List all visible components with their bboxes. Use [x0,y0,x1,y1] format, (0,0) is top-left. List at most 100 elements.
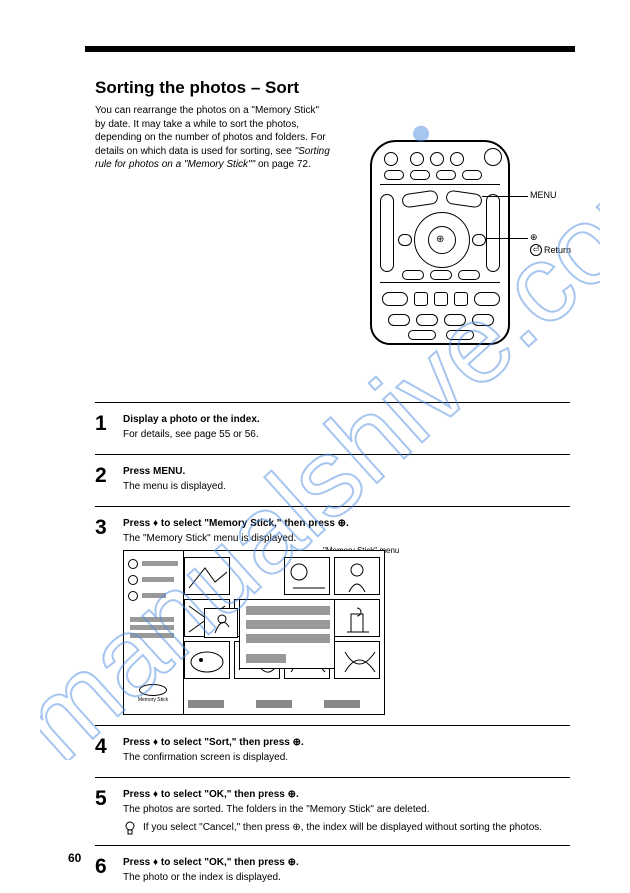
sidebar-sep [130,625,174,630]
step: 3 Press ♦ to select "Memory Stick," then… [95,506,570,725]
remote-btn [446,330,474,340]
divider [380,184,500,185]
sidebar-sep [130,617,174,622]
step: 1 Display a photo or the index. For deta… [95,402,570,454]
popup-item [246,654,286,663]
sidebar-label [142,577,174,582]
step-body: Press ♦ to select "OK," then press ⊕. Th… [123,856,570,887]
tip-icon [123,821,137,835]
step-line: For details, see page 55 or 56. [123,428,570,442]
step-number: 3 [95,517,123,715]
remote-btn [408,330,436,340]
step-body: Press ♦ to select "Sort," then press ⊕. … [123,736,570,767]
remote-btn [384,152,398,166]
hint [256,700,292,708]
step-line: Press ♦ to select "Sort," then press ⊕. [123,737,304,748]
sidebar-label [142,593,166,598]
remote-illustration: ⊕ MENU ⏎ Ret [370,140,520,350]
step-line: Press ♦ to select "Memory Stick," then p… [123,518,349,529]
sidebar-icon [128,575,138,585]
step-number: 5 [95,788,123,835]
remote-btn [401,190,439,209]
remote-return-btn [472,234,486,246]
remote-btn [414,292,428,306]
step-number: 2 [95,465,123,496]
popup-item [246,620,330,629]
steps-list: 1 Display a photo or the index. For deta… [95,402,570,893]
intro-part-b: on page 72. [258,159,311,170]
ms-logo-text: Memory Stick [130,697,176,704]
remote-btn [382,292,408,306]
popup-item [246,634,330,643]
step-body: Display a photo or the index. For detail… [123,413,570,444]
step-number: 4 [95,736,123,767]
step-body: Press ♦ to select "Memory Stick," then p… [123,517,570,715]
remote-btn [474,292,500,306]
remote-body: ⊕ [370,140,510,345]
step: 5 Press ♦ to select "OK," then press ⊕. … [95,777,570,845]
step: 2 Press MENU. The menu is displayed. [95,454,570,506]
intro-text: You can rearrange the photos on a "Memor… [95,104,330,172]
leader-line [486,238,528,239]
thumb [334,599,380,637]
remote-power [484,148,502,166]
remote-btn [430,270,452,280]
step-body: Press ♦ to select "OK," then press ⊕. Th… [123,788,570,835]
remote-rocker [486,194,500,272]
remote-label-menu: MENU [530,190,557,200]
remote-btn [462,170,482,180]
leader-line [482,196,528,197]
page-title: Sorting the photos – Sort [95,78,570,98]
step-line: The photos are sorted. The folders in th… [123,803,570,817]
step-line: The photo or the index is displayed. [123,871,570,885]
step-line: The "Memory Stick" menu is displayed. [123,532,570,546]
thumb [184,557,230,595]
page-number: 60 [68,851,81,865]
thumb [184,641,230,679]
tip: If you select "Cancel," then press ⊕, th… [123,821,570,835]
ui-screenshot: Memory Stick [123,550,385,715]
popup-thumb [204,608,238,638]
step-line: Press MENU. [123,466,185,477]
popup-menu [239,599,335,669]
hint [324,700,360,708]
remote-ok-glyph: ⊕ [436,234,444,245]
remote-btn [430,152,444,166]
header-rule [85,46,575,52]
remote-btn [402,270,424,280]
remote-btn [454,292,468,306]
step-number: 6 [95,856,123,887]
remote-btn [384,170,404,180]
step: 4 Press ♦ to select "Sort," then press ⊕… [95,725,570,777]
remote-btn [458,270,480,280]
step-line: The menu is displayed. [123,480,570,494]
thumb [334,557,380,595]
step-body: Press MENU. The menu is displayed. [123,465,570,496]
screenshot-bottom-bar [184,690,378,708]
manual-page: Sorting the photos – Sort You can rearra… [0,0,630,893]
sidebar-icon [128,559,138,569]
step-line: The confirmation screen is displayed. [123,751,570,765]
thumb [284,557,330,595]
remote-btn [416,314,438,326]
step-line: Display a photo or the index. [123,414,260,425]
step-line: Press ♦ to select "OK," then press ⊕. [123,789,299,800]
remote-label-return: ⏎ Return [530,244,571,256]
remote-btn [472,314,494,326]
remote-btn [410,170,430,180]
screenshot-sidebar: Memory Stick [124,551,184,714]
remote-btn [434,292,448,306]
step-number: 1 [95,413,123,444]
remote-menu-btn [445,190,483,209]
return-label: Return [544,245,571,255]
remote-btn [450,152,464,166]
hint [188,700,224,708]
step: 6 Press ♦ to select "OK," then press ⊕. … [95,845,570,893]
remote-btn [410,152,424,166]
divider [380,282,500,283]
sidebar-sep [130,633,174,638]
remote-btn [444,314,466,326]
sidebar-label [142,561,178,566]
popup-item [246,606,330,615]
memorystick-logo: Memory Stick [130,684,176,706]
